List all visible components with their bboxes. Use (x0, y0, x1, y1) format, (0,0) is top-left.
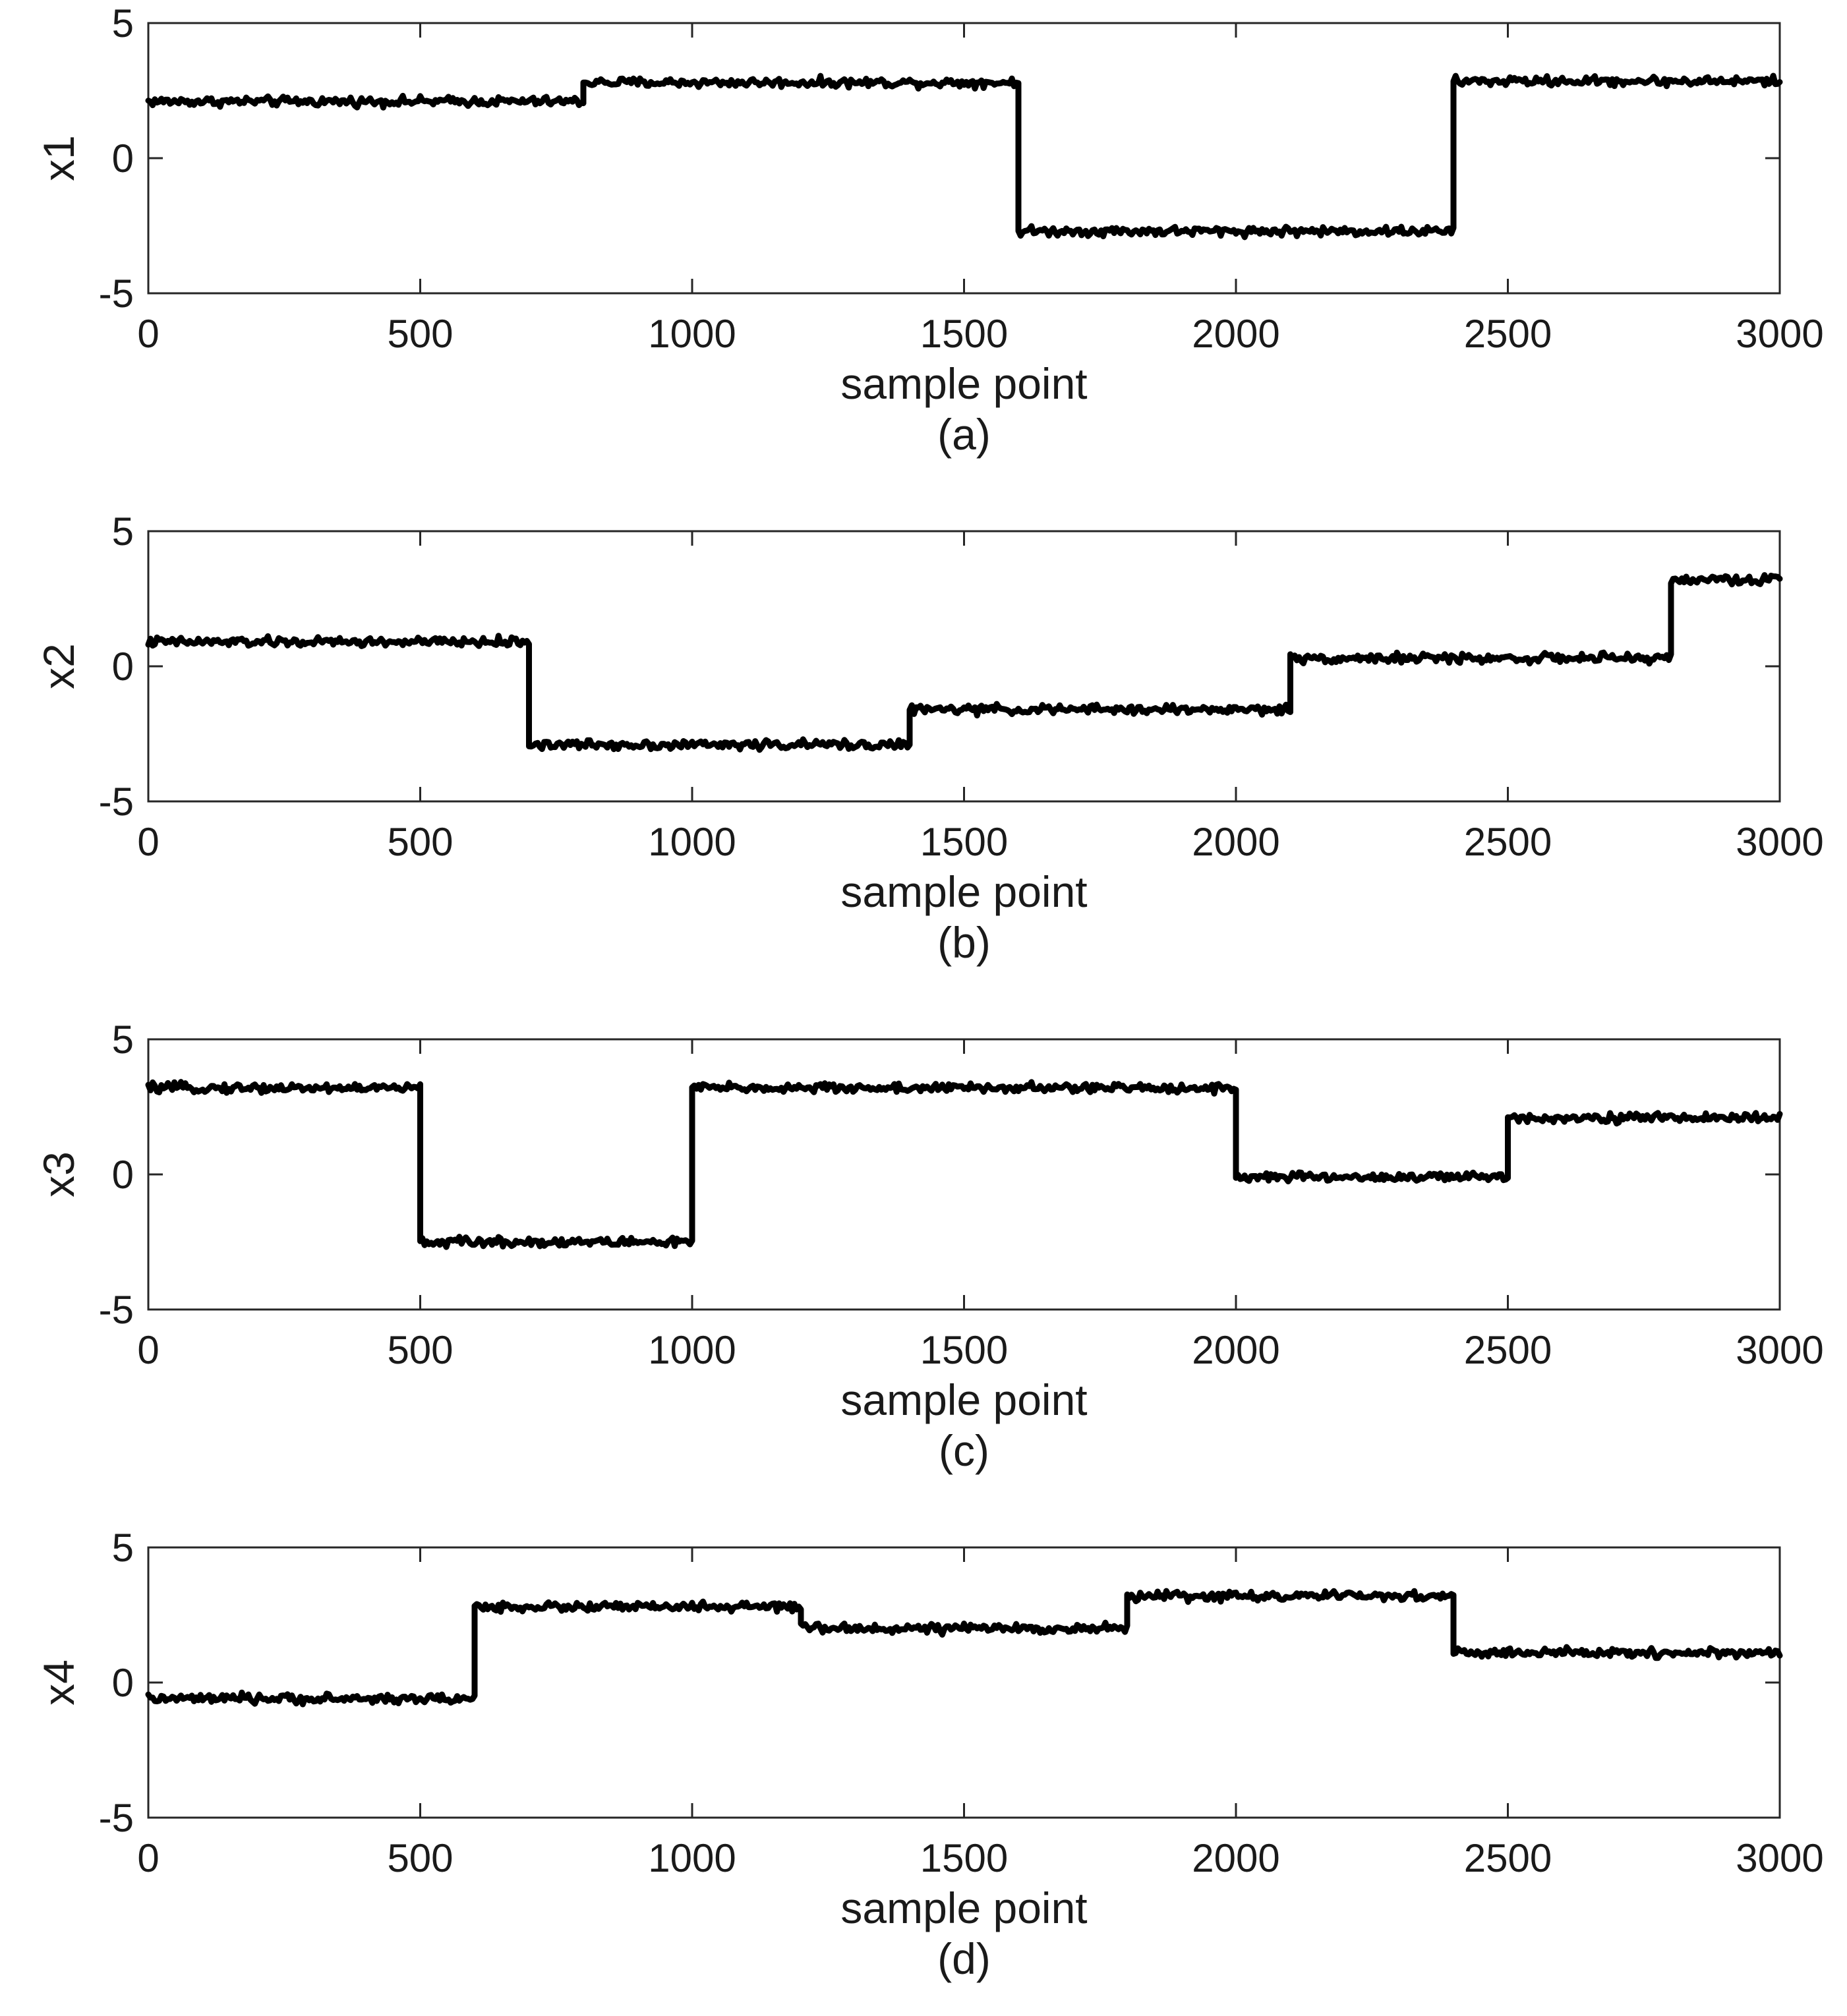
series-line (145, 1588, 1783, 1708)
x-tick-label: 500 (387, 1836, 453, 1880)
series-line (145, 72, 1783, 241)
series-line (145, 1079, 1783, 1250)
x-tick-label: 1500 (920, 1836, 1008, 1880)
y-tick-label: 5 (112, 1526, 134, 1570)
x-tick-label: 1500 (920, 312, 1008, 356)
y-axis-label: x4 (34, 1659, 83, 1706)
y-tick-label: 0 (112, 645, 134, 689)
x-tick-label: 1500 (920, 1328, 1008, 1372)
y-tick-label: 0 (112, 136, 134, 181)
x-tick-label: 3000 (1736, 1328, 1823, 1372)
x-tick-label: 2000 (1192, 1836, 1279, 1880)
x-tick-label: 3000 (1736, 312, 1823, 356)
y-tick-label: 5 (112, 509, 134, 554)
panel-caption: (c) (939, 1426, 989, 1475)
y-tick-label: 5 (112, 1018, 134, 1062)
y-tick-label: -5 (99, 780, 134, 824)
panel-caption: (a) (937, 410, 991, 459)
x-tick-label: 2000 (1192, 312, 1279, 356)
x-axis-label: sample point (840, 1375, 1087, 1424)
x-tick-label: 0 (137, 1836, 159, 1880)
y-axis-label: x1 (34, 135, 83, 181)
y-tick-label: 0 (112, 1661, 134, 1705)
x-tick-label: 2500 (1464, 1328, 1552, 1372)
x-tick-label: 500 (387, 312, 453, 356)
x-tick-label: 1000 (648, 820, 736, 864)
x-tick-label: 1000 (648, 1836, 736, 1880)
series-line (145, 572, 1783, 753)
y-tick-label: 0 (112, 1153, 134, 1197)
x-tick-label: 1000 (648, 1328, 736, 1372)
x-tick-label: 0 (137, 1328, 159, 1372)
x-axis-label: sample point (840, 867, 1087, 916)
x-tick-label: 1000 (648, 312, 736, 356)
x-tick-label: 2500 (1464, 820, 1552, 864)
x-tick-label: 500 (387, 1328, 453, 1372)
x-tick-label: 2000 (1192, 1328, 1279, 1372)
panel-caption: (d) (937, 1934, 991, 1983)
x-tick-label: 0 (137, 312, 159, 356)
axes-frame (147, 1038, 1781, 1311)
axes-frame (147, 530, 1781, 803)
x-axis-label: sample point (840, 359, 1087, 408)
panel-caption: (b) (937, 918, 991, 967)
x-tick-label: 2000 (1192, 820, 1279, 864)
axes-frame (147, 22, 1781, 295)
x-tick-label: 0 (137, 820, 159, 864)
x-tick-label: 500 (387, 820, 453, 864)
y-axis-label: x3 (34, 1151, 83, 1197)
y-tick-label: -5 (99, 1796, 134, 1840)
axes-frame (147, 1546, 1781, 1819)
x-tick-label: 1500 (920, 820, 1008, 864)
y-axis-label: x2 (34, 643, 83, 689)
y-tick-label: 5 (112, 1, 134, 45)
y-tick-label: -5 (99, 272, 134, 316)
y-tick-label: -5 (99, 1288, 134, 1332)
x-tick-label: 3000 (1736, 820, 1823, 864)
x-axis-label: sample point (840, 1884, 1087, 1932)
x-tick-label: 3000 (1736, 1836, 1823, 1880)
x-tick-label: 2500 (1464, 312, 1552, 356)
x-tick-label: 2500 (1464, 1836, 1552, 1880)
